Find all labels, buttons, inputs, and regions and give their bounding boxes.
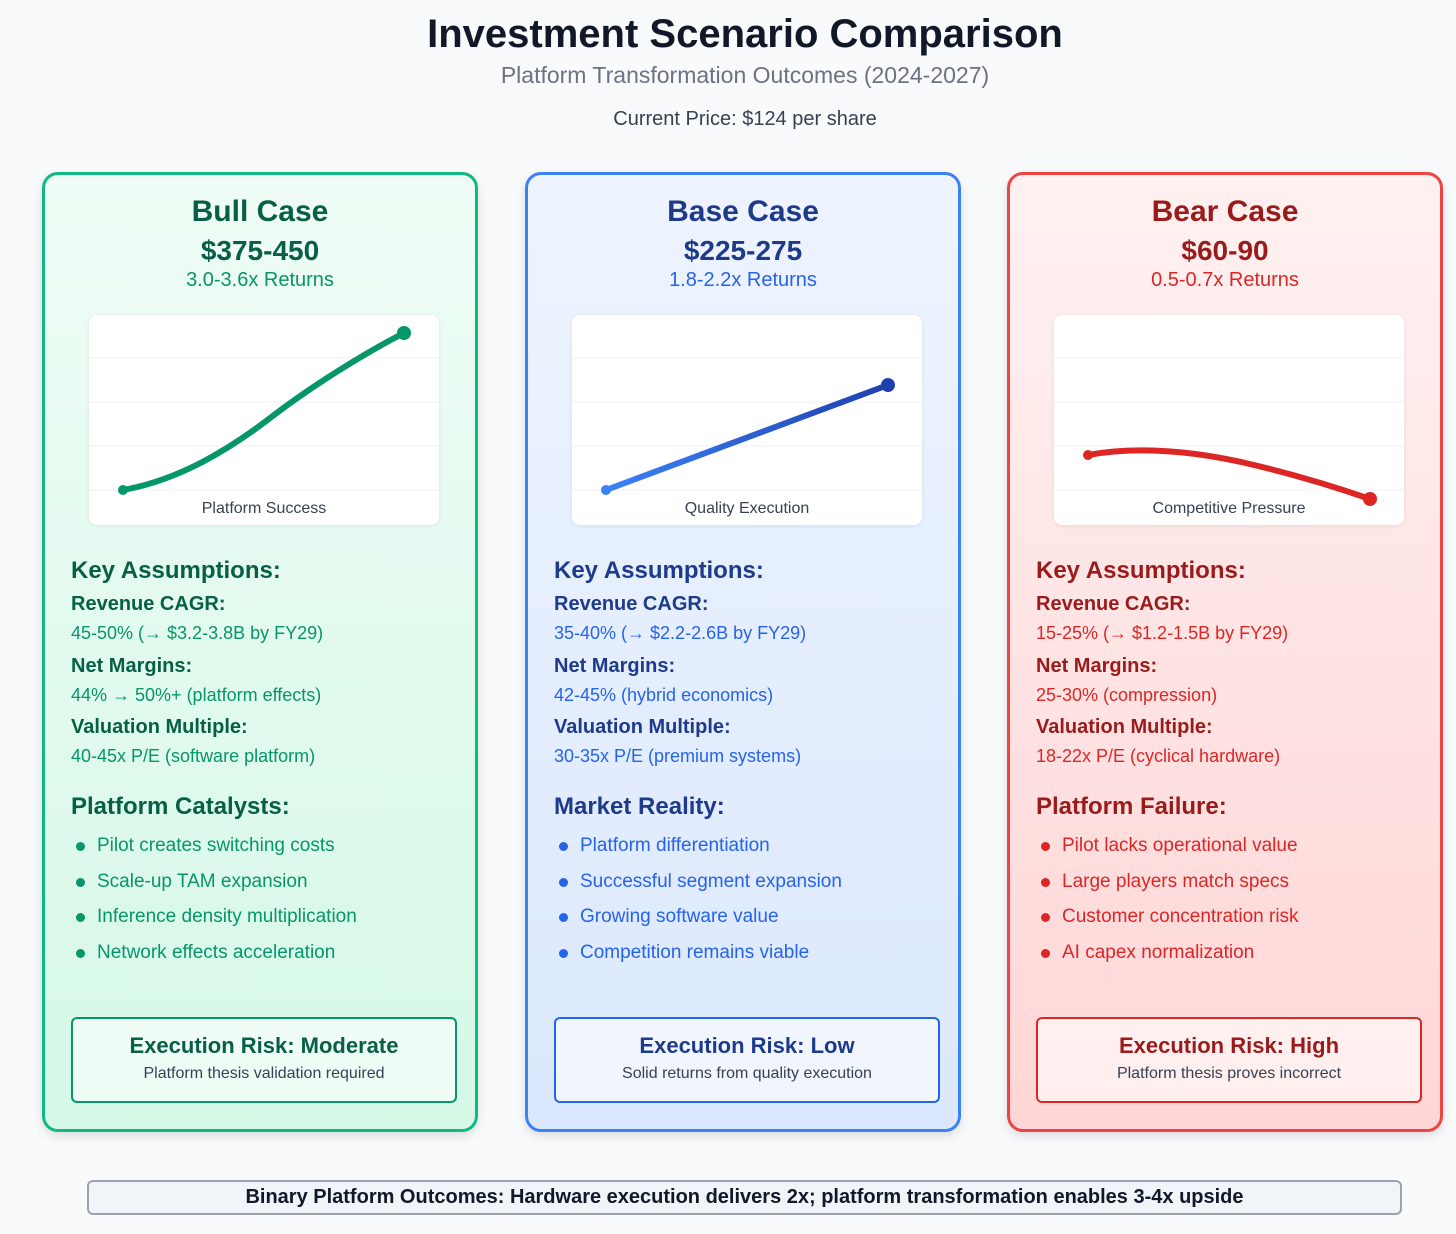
bullet-icon xyxy=(559,842,568,851)
bullet-icon xyxy=(559,948,568,958)
current-price: Current Price: $124 per share xyxy=(613,108,877,130)
trend-chart: Quality Execution xyxy=(572,315,922,525)
bear-case-card: Bear Case $60-90 0.5-0.7x Returns Compet… xyxy=(1007,172,1443,1132)
bullet-icon xyxy=(559,877,568,887)
execution-risk-box: Execution Risk: High Platform thesis pro… xyxy=(1036,1017,1422,1103)
list-item: Growing software value xyxy=(554,906,842,942)
list-item: AI capex normalization xyxy=(1036,942,1299,978)
revenue-cagr-value: 45-50% (→ $3.2-3.8B by FY29) xyxy=(71,623,324,643)
bullet-icon xyxy=(76,948,85,958)
valuation-multiple-label: Valuation Multiple: xyxy=(1036,716,1213,738)
revenue-cagr-value: 15-25% (→ $1.2-1.5B by FY29) xyxy=(1036,623,1289,643)
end-point xyxy=(397,326,411,340)
bullet-icon xyxy=(559,913,568,922)
execution-risk-box: Execution Risk: Low Solid returns from q… xyxy=(554,1017,940,1103)
price-target: $375-450 xyxy=(200,235,320,266)
net-margins-label: Net Margins: xyxy=(1036,655,1158,677)
case-title: Base Case xyxy=(667,195,819,228)
trend-chart: Platform Success xyxy=(89,315,439,525)
assumptions-heading: Key Assumptions: xyxy=(71,557,281,584)
valuation-multiple-value: 30-35x P/E (premium systems) xyxy=(554,746,802,766)
case-title: Bear Case xyxy=(1151,195,1299,228)
valuation-multiple-value: 18-22x P/E (cyclical hardware) xyxy=(1036,746,1281,766)
trend-chart: Competitive Pressure xyxy=(1054,315,1404,525)
trend-chart-svg xyxy=(1054,357,1404,506)
start-point xyxy=(601,485,611,495)
valuation-multiple-value: 40-45x P/E (software platform) xyxy=(71,746,316,766)
chart-label: Quality Execution xyxy=(684,500,810,517)
bullet-icon xyxy=(1041,877,1050,887)
page-title: Investment Scenario Comparison xyxy=(427,12,1063,56)
list-item: Pilot creates switching costs xyxy=(71,835,357,871)
list-item: Network effects acceleration xyxy=(71,942,357,978)
bullet-icon xyxy=(1041,842,1050,851)
valuation-multiple-label: Valuation Multiple: xyxy=(554,716,731,738)
end-point xyxy=(881,378,895,392)
net-margins-label: Net Margins: xyxy=(71,655,193,677)
list-heading: Market Reality: xyxy=(554,793,725,820)
execution-risk-title: Execution Risk: Low xyxy=(639,1033,855,1058)
bullet-icon xyxy=(76,877,85,887)
list-item: Platform differentiation xyxy=(554,835,842,871)
case-title: Bull Case xyxy=(191,195,329,228)
bullet-icon xyxy=(1041,913,1050,922)
page-subtitle: Platform Transformation Outcomes (2024-2… xyxy=(500,62,990,88)
chart-label: Platform Success xyxy=(201,500,327,517)
trend-chart-svg xyxy=(572,357,922,495)
list-item: Pilot lacks operational value xyxy=(1036,835,1299,871)
base-case-card: Base Case $225-275 1.8-2.2x Returns Qual… xyxy=(525,172,961,1132)
bullet-icon xyxy=(1041,948,1050,958)
execution-risk-title: Execution Risk: Moderate xyxy=(129,1033,399,1058)
returns-multiple: 1.8-2.2x Returns xyxy=(669,269,817,291)
execution-risk-description: Platform thesis proves incorrect xyxy=(1116,1065,1342,1082)
start-point xyxy=(118,485,128,495)
execution-risk-description: Platform thesis validation required xyxy=(143,1065,385,1082)
execution-risk-description: Solid returns from quality execution xyxy=(622,1065,872,1082)
list-heading: Platform Failure: xyxy=(1036,793,1227,820)
net-margins-value: 25-30% (compression) xyxy=(1036,685,1218,705)
valuation-multiple-label: Valuation Multiple: xyxy=(71,716,248,738)
list-item: Inference density multiplication xyxy=(71,906,357,942)
assumptions-heading: Key Assumptions: xyxy=(1036,557,1246,584)
trend-line xyxy=(120,330,407,493)
returns-multiple: 0.5-0.7x Returns xyxy=(1151,269,1299,291)
list-item: Large players match specs xyxy=(1036,871,1299,907)
list-item: Customer concentration risk xyxy=(1036,906,1299,942)
revenue-cagr-label: Revenue CAGR: xyxy=(1036,593,1191,615)
bullet-icon xyxy=(76,913,85,922)
start-point xyxy=(1083,450,1093,460)
trend-line xyxy=(1085,447,1373,502)
net-margins-label: Net Margins: xyxy=(554,655,676,677)
revenue-cagr-value: 35-40% (→ $2.2-2.6B by FY29) xyxy=(554,623,807,643)
execution-risk-title: Execution Risk: High xyxy=(1118,1033,1340,1058)
end-point xyxy=(1363,492,1377,506)
net-margins-value: 42-45% (hybrid economics) xyxy=(554,685,774,705)
list-item: Successful segment expansion xyxy=(554,871,842,907)
trend-chart-svg xyxy=(89,326,439,495)
failure-list: Pilot lacks operational value Large play… xyxy=(1036,835,1299,977)
list-heading: Platform Catalysts: xyxy=(71,793,290,820)
bullet-icon xyxy=(76,842,85,851)
revenue-cagr-label: Revenue CAGR: xyxy=(71,593,226,615)
price-target: $60-90 xyxy=(1181,235,1269,266)
footer-summary: Binary Platform Outcomes: Hardware execu… xyxy=(87,1180,1402,1215)
list-item: Scale-up TAM expansion xyxy=(71,871,357,907)
market-reality-list: Platform differentiation Successful segm… xyxy=(554,835,842,977)
assumptions-heading: Key Assumptions: xyxy=(554,557,764,584)
list-item: Competition remains viable xyxy=(554,942,842,978)
execution-risk-box: Execution Risk: Moderate Platform thesis… xyxy=(71,1017,457,1103)
catalyst-list: Pilot creates switching costs Scale-up T… xyxy=(71,835,357,977)
chart-label: Competitive Pressure xyxy=(1152,500,1306,517)
price-target: $225-275 xyxy=(683,235,803,266)
revenue-cagr-label: Revenue CAGR: xyxy=(554,593,709,615)
net-margins-value: 44% → 50%+ (platform effects) xyxy=(71,685,322,705)
returns-multiple: 3.0-3.6x Returns xyxy=(186,269,334,291)
bull-case-card: Bull Case $375-450 3.0-3.6x Returns Plat… xyxy=(42,172,478,1132)
trend-line xyxy=(603,382,891,493)
